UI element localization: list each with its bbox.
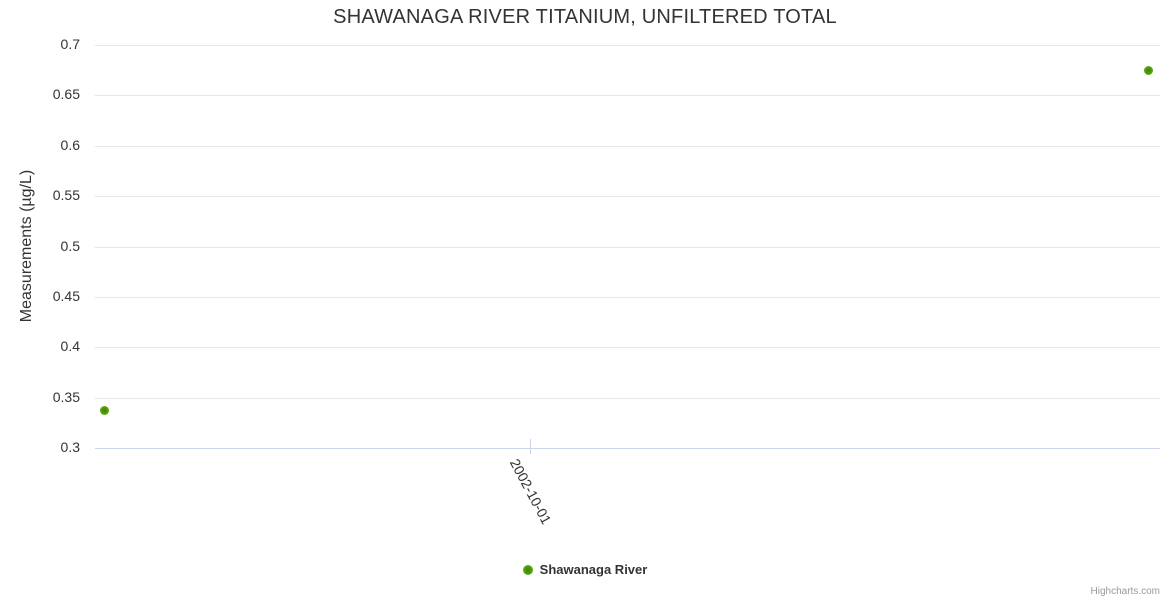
y-tick-label: 0.3 [60,439,80,455]
x-tick-mark [529,439,531,454]
x-axis-line [95,448,1160,449]
y-tick-label: 0.7 [60,36,80,52]
highcharts-credits-link[interactable]: Highcharts.com [1090,586,1160,597]
y-tick-label: 0.65 [52,86,80,103]
y-tick-label: 0.4 [60,338,80,355]
y-gridline [95,45,1160,46]
y-tick-label: 0.45 [52,287,80,304]
y-tick-label: 0.55 [52,187,80,204]
data-point[interactable] [1143,65,1153,75]
y-tick-label: 0.5 [60,237,80,254]
y-tick-label: 0.35 [52,388,80,405]
y-tick-label: 0.6 [60,136,80,153]
y-gridline [95,95,1160,97]
legend-series-label: Shawanaga River [539,562,648,577]
y-gridline [95,196,1160,198]
x-tick-label: 2002-10-01 [506,456,555,527]
legend-marker-icon [522,564,533,575]
y-gridline [95,246,1160,248]
chart-title: SHAWANAGA RIVER TITANIUM, UNFILTERED TOT… [333,6,837,28]
y-gridline [95,347,1160,349]
legend-item-shawanaga-river[interactable]: Shawanaga River [0,562,1170,577]
y-gridline [95,145,1160,147]
data-point[interactable] [100,406,110,416]
y-gridline [95,397,1160,399]
y-gridline [95,296,1160,298]
